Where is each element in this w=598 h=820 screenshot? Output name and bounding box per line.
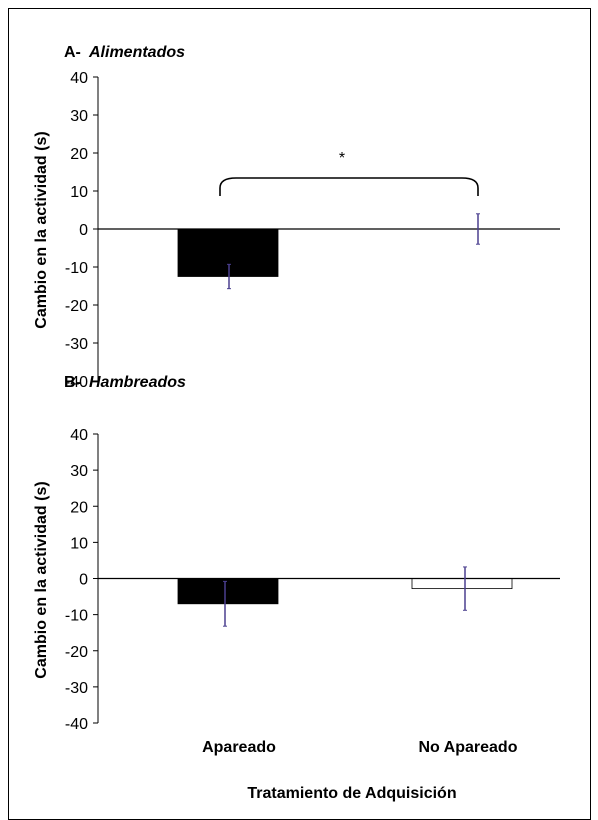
panel-b-title: Hambreados xyxy=(89,374,186,391)
panel-b-label: B- xyxy=(64,374,81,391)
panel-b-ticks: 40 30 20 10 0 -10 -20 -30 -40 xyxy=(65,427,98,733)
panel-a-y-tick-label: 30 xyxy=(70,108,88,125)
panel-a-bars xyxy=(98,214,560,289)
panel-b-y-tick-label: 10 xyxy=(70,535,88,552)
panel-a-y-tick-label: -20 xyxy=(65,298,88,315)
panel-a-label: A- xyxy=(64,44,81,61)
x-tick-label-apareado: Apareado xyxy=(202,739,276,756)
panel-b-y-tick-label: -40 xyxy=(65,716,88,733)
panel-a-y-tick-label: -10 xyxy=(65,260,88,277)
panel-a-significance-bracket xyxy=(220,178,478,196)
panel-b-y-tick-label: 0 xyxy=(79,572,88,589)
panel-a-bar-0 xyxy=(178,229,278,277)
panel-b-bar-1 xyxy=(412,579,512,589)
panel-a-y-tick-label: -30 xyxy=(65,336,88,353)
panel-a-significance-star: * xyxy=(339,150,345,167)
panel-a: A- Alimentados Cambio en la actividad (s… xyxy=(33,44,560,391)
panel-b-y-tick-label: 40 xyxy=(70,427,88,444)
panel-b-bar-0 xyxy=(178,579,278,604)
panel-b-y-tick-label: 20 xyxy=(70,499,88,516)
x-axis-label: Tratamiento de Adquisición xyxy=(247,785,456,802)
panel-a-y-tick-label: 20 xyxy=(70,146,88,163)
panel-b-y-tick-label: -20 xyxy=(65,644,88,661)
panel-b-y-tick-label: -10 xyxy=(65,608,88,625)
panel-b: B- Hambreados Cambio en la actividad (s)… xyxy=(33,374,560,756)
panel-b-bars xyxy=(98,567,560,626)
panel-a-y-tick-label: 0 xyxy=(79,222,88,239)
panel-a-y-tick-label: 40 xyxy=(70,70,88,87)
panel-a-title: Alimentados xyxy=(88,44,185,61)
panel-b-y-tick-label: 30 xyxy=(70,463,88,480)
panel-a-ylabel: Cambio en la actividad (s) xyxy=(33,131,50,328)
panel-a-y-tick-label: 10 xyxy=(70,184,88,201)
x-tick-label-no-apareado: No Apareado xyxy=(419,739,518,756)
panel-b-y-tick-label: -30 xyxy=(65,680,88,697)
panel-b-ylabel: Cambio en la actividad (s) xyxy=(33,481,50,678)
